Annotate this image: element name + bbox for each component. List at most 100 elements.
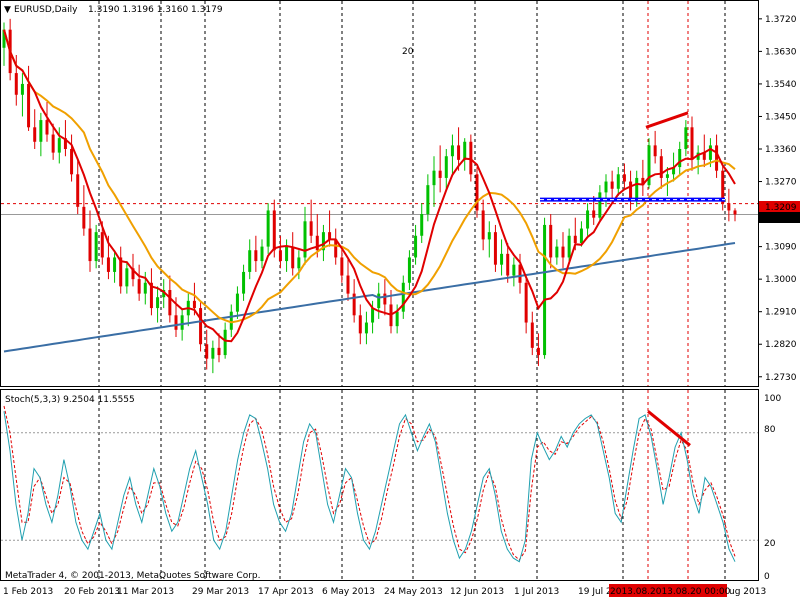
stoch-level-20: 20 [764,539,776,549]
copyright-text: MetaTrader 4, © 2001-2013, MetaQuotes So… [5,571,261,581]
vertical-grid [1,1,758,580]
candle-body [328,232,332,240]
candle-body [567,235,571,258]
candle-body [543,224,547,356]
candle-body [426,185,430,215]
candle-body [94,232,98,262]
candle-body [156,297,160,309]
candle-body [629,181,633,200]
chart-ohlc: 1.3190 1.3196 1.3160 1.3179 [88,5,223,15]
candle-body [27,83,31,128]
candle-body [88,228,92,262]
candle-body [278,250,282,262]
candle-body [469,141,473,175]
candle-body [242,271,246,294]
ma-fast-line [3,29,736,343]
y-tick-label: 1.3000 [765,275,797,285]
price-divergence-line [645,111,689,129]
x-tick-label: ug 2013 [729,587,766,597]
stoch-divergence-line [647,410,691,447]
x-tick-label: 1 Jul 2013 [514,587,559,597]
current-price-box [759,212,800,223]
stoch-main-line [3,411,736,563]
candle-body [487,232,491,240]
candle-body [45,120,49,135]
candle-body [598,192,602,218]
x-tick-label: 1 Feb 2013 [3,587,53,597]
candle-body [334,239,338,258]
price-pane[interactable] [0,0,759,387]
y-tick-label: 1.2910 [765,308,797,318]
candle-body [715,145,719,171]
candle-body [438,170,442,178]
candle-body [346,275,350,294]
stoch-label: Stoch(5,3,3) 9.2504 11.5555 [5,395,135,405]
candle-body [592,210,596,218]
x-highlight-box [649,584,727,597]
candle-body [493,232,497,265]
candle-body [420,214,424,236]
candle-body [217,347,221,356]
candle-body [260,246,264,262]
candle-body [696,152,700,160]
stoch-signal-line [3,405,736,561]
candle-body [383,293,387,305]
candle-body [364,322,368,334]
candle-body [641,177,645,186]
candle-body [2,29,6,48]
y-tick-label: 1.3360 [765,145,797,155]
candle-body [463,141,467,160]
candle-body [407,257,411,283]
ma-slow-line [3,242,736,353]
candle-body [70,149,74,175]
candle-body [291,246,295,269]
candle-body [248,250,252,272]
alert-price-box [759,201,800,212]
x-tick-label: 12 Jun 2013 [450,587,504,597]
x-highlight-box [609,584,649,597]
y-tick-label: 1.2730 [765,373,797,383]
candle-body [481,210,485,240]
y-tick-label: 1.3270 [765,178,797,188]
candle-body [205,344,209,359]
stoch-level-100: 100 [764,394,781,404]
candle-body [254,250,258,262]
candle-body [119,257,123,287]
candle-body [20,83,24,95]
candle-body [340,257,344,276]
x-tick-label: 6 May 2013 [322,587,375,597]
candle-body [616,174,620,189]
candle-body [272,210,276,251]
y-tick-label: 1.2820 [765,340,797,350]
candle-body [125,268,129,287]
candle-body [549,224,553,258]
x-tick-label: 29 Mar 2013 [192,587,249,597]
x-tick-label: 2013.08.20 00:00 [650,587,731,597]
candle-body [684,127,688,149]
candle-body [377,293,381,309]
candle-body [168,290,172,316]
stoch-level-0: 0 [764,572,770,582]
candle-body [702,152,706,160]
candle-body [573,235,577,243]
candle-body [678,149,682,168]
candle-body [512,264,516,276]
candle-body [76,174,80,207]
candle-body [180,315,184,330]
candle-body [131,268,135,280]
candle-body [229,311,233,330]
candle-body [690,127,694,160]
candle-body [149,282,153,309]
candle-body [51,134,55,153]
candle-body [192,300,196,309]
candle-body [113,257,117,272]
candlesticks [2,18,737,374]
candle-body [665,174,669,178]
candle-body [653,145,657,157]
x-tick-label: 20 Feb 2013 [64,587,120,597]
stoch-pane[interactable] [0,389,759,581]
trendline-drawings [540,111,725,447]
candle-body [309,221,313,236]
candle-body [524,282,528,323]
